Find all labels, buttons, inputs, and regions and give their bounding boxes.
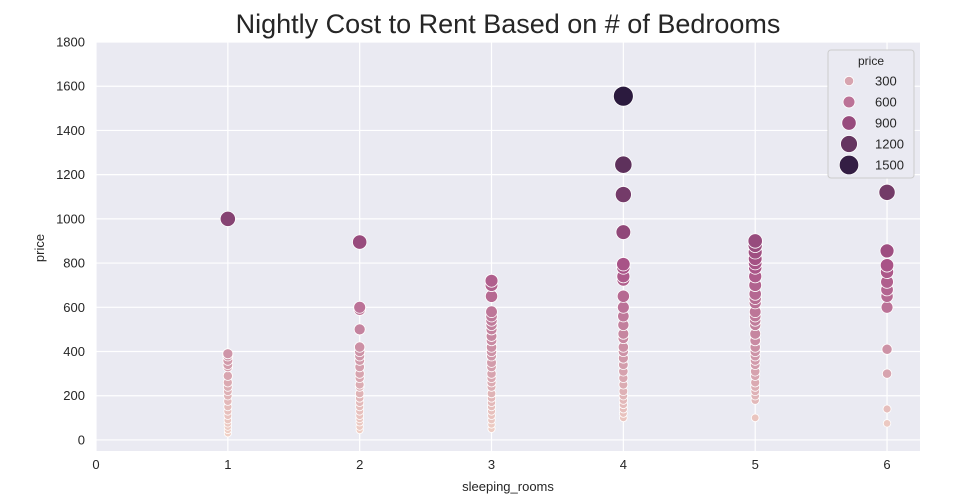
legend-label: 600 xyxy=(875,95,897,110)
legend: price 300 600 900 1200 1500 xyxy=(827,49,915,179)
scatter-point xyxy=(881,343,893,355)
y-tick-label: 200 xyxy=(63,388,85,403)
scatter-point xyxy=(219,210,236,227)
scatter-point xyxy=(354,341,366,353)
y-tick-label: 800 xyxy=(63,256,85,271)
y-tick-label: 600 xyxy=(63,300,85,315)
scatter-point xyxy=(484,273,499,288)
scatter-point xyxy=(882,419,892,428)
y-tick-label: 400 xyxy=(63,344,85,359)
legend-title: price xyxy=(858,54,884,68)
scatter-point xyxy=(879,243,895,259)
data-points xyxy=(219,85,896,438)
y-axis-label: price xyxy=(32,234,47,262)
y-tick-label: 1400 xyxy=(56,123,85,138)
scatter-point xyxy=(617,300,630,314)
scatter-point xyxy=(747,233,763,249)
chart-title: Nightly Cost to Rent Based on # of Bedro… xyxy=(236,9,781,39)
scatter-point xyxy=(615,224,632,240)
scatter-point xyxy=(616,289,630,303)
y-tick-label: 1000 xyxy=(56,211,85,226)
x-tick-label: 4 xyxy=(620,457,627,472)
y-tick-label: 1200 xyxy=(56,167,85,182)
y-tick-label: 0 xyxy=(78,432,85,447)
scatter-point xyxy=(879,258,895,273)
legend-marker xyxy=(843,75,855,87)
scatter-point xyxy=(353,300,367,314)
x-tick-label: 2 xyxy=(356,457,363,472)
scatter-point xyxy=(878,183,896,201)
grid-lines xyxy=(95,41,920,451)
legend-marker xyxy=(838,154,860,176)
x-tick-label: 1 xyxy=(224,457,231,472)
scatter-point xyxy=(881,368,893,379)
scatter-point xyxy=(222,348,234,360)
scatter-point xyxy=(614,155,633,174)
legend-label: 1200 xyxy=(875,137,904,152)
x-tick-label: 3 xyxy=(488,457,495,472)
x-axis-label: sleeping_rooms xyxy=(462,479,554,494)
legend-marker xyxy=(841,115,857,131)
scatter-point xyxy=(614,186,632,204)
scatter-point xyxy=(880,300,894,314)
legend-marker xyxy=(842,95,856,109)
plot-area xyxy=(96,42,920,451)
x-tick-label: 5 xyxy=(752,457,759,472)
legend-label: 1500 xyxy=(875,158,904,173)
scatter-point xyxy=(485,305,498,318)
scatter-point xyxy=(882,404,892,414)
x-tick-label: 0 xyxy=(92,457,99,472)
scatter-point xyxy=(222,370,233,381)
scatter-point xyxy=(616,257,631,272)
scatter-point xyxy=(750,413,760,423)
scatter-point xyxy=(612,85,634,107)
legend-label: 900 xyxy=(875,116,897,131)
scatter-point xyxy=(353,323,366,336)
y-tick-label: 1800 xyxy=(56,35,85,50)
legend-marker xyxy=(840,135,858,153)
x-tick-label: 6 xyxy=(883,457,890,472)
legend-label: 300 xyxy=(875,74,897,89)
y-tick-label: 1600 xyxy=(56,79,85,94)
axis-ticks: 0 1 2 3 4 5 6 0 200 400 600 800 1000 1200 1400 1600 1800 xyxy=(56,35,891,473)
scatter-point xyxy=(352,234,368,250)
